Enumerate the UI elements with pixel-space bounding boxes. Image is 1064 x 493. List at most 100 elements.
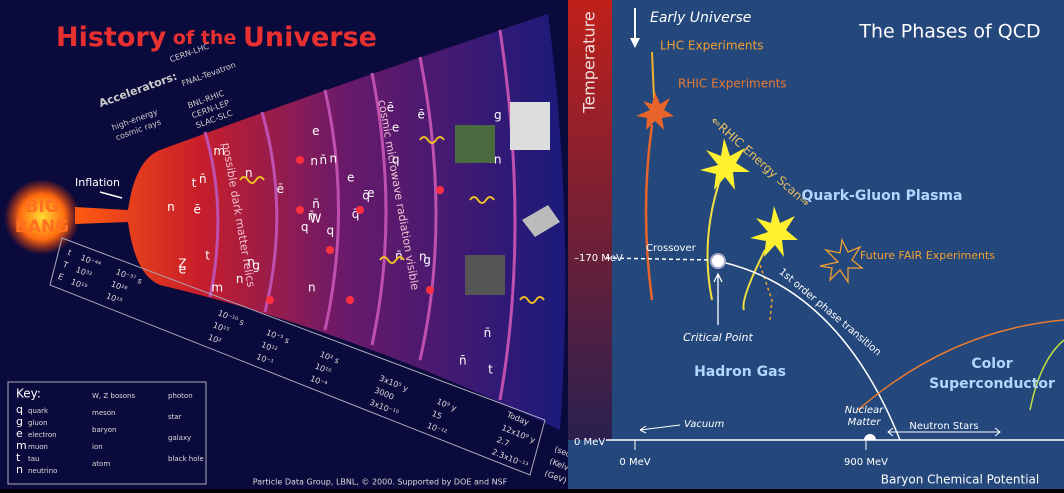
particle: q xyxy=(392,153,400,167)
critical-point-label: Critical Point xyxy=(683,331,753,344)
particle: n̄ xyxy=(312,197,320,211)
inflation-label: Inflation xyxy=(75,176,120,189)
photon xyxy=(239,176,265,184)
key-label: baryon xyxy=(92,426,116,434)
key-label: tau xyxy=(28,455,39,463)
ion xyxy=(346,296,354,304)
y-axis-label: Temperature xyxy=(580,11,599,113)
image-portrait xyxy=(510,102,550,150)
ion xyxy=(436,186,444,194)
image-black-hole xyxy=(522,205,560,237)
photon xyxy=(379,256,405,264)
particle: n̄ xyxy=(199,172,207,186)
particle: n xyxy=(310,154,318,168)
photon xyxy=(419,136,445,144)
key-label: W, Z bosons xyxy=(92,392,135,400)
vacuum-label: Vacuum xyxy=(684,419,725,430)
particle: n̄ xyxy=(459,353,467,367)
key-label: ion xyxy=(92,443,103,451)
scan-star xyxy=(700,138,750,190)
lhc-arrow xyxy=(651,51,655,99)
particle: n̄ xyxy=(484,326,492,340)
key-symbol: m xyxy=(16,439,27,452)
particle: n xyxy=(247,255,255,269)
csc-label: Superconductor xyxy=(929,376,1055,392)
photon xyxy=(519,296,545,304)
scale-row-name: T xyxy=(61,260,70,271)
mu-900: 900 MeV xyxy=(844,457,888,468)
particle: n̄ xyxy=(319,153,327,167)
right-panel: Temperature Early Universe The Phases of… xyxy=(568,0,1064,489)
key-label: neutrino xyxy=(28,467,57,475)
neutron-stars-label: Neutron Stars xyxy=(909,421,978,432)
key-symbol: t xyxy=(16,451,21,464)
nuclear-matter-label: Nuclear xyxy=(845,405,884,416)
nuclear-matter-dot xyxy=(864,434,876,440)
left-title: History of the Universe xyxy=(56,22,377,53)
particle: n xyxy=(329,151,337,165)
particle: q̄ xyxy=(362,188,370,202)
particle: t xyxy=(205,248,210,262)
particle: e xyxy=(347,170,354,184)
csc-boundary xyxy=(857,319,1064,411)
scale-band xyxy=(49,237,546,476)
arrow-head xyxy=(630,38,640,48)
cone xyxy=(75,14,566,430)
ion xyxy=(296,156,304,164)
big-bang-glow xyxy=(4,179,80,255)
key-symbol: e xyxy=(16,427,23,440)
key-label: gluon xyxy=(28,419,48,427)
photon xyxy=(469,196,495,204)
rhic-label: RHIC Experiments xyxy=(678,77,787,91)
nuclear-matter-label: Matter xyxy=(848,417,882,428)
particle: e xyxy=(392,120,399,134)
ion xyxy=(296,206,304,214)
scan-star xyxy=(750,206,798,257)
particle: W xyxy=(310,211,322,225)
particle: ē xyxy=(387,100,394,114)
key-label: galaxy xyxy=(168,434,191,442)
scale-value: 2.7 xyxy=(495,435,510,448)
key-label: muon xyxy=(28,443,48,451)
particle: t xyxy=(488,363,493,377)
key-title: Key: xyxy=(16,387,41,401)
key-symbol: n xyxy=(16,463,23,476)
image-pillars xyxy=(455,125,495,163)
particles: qtWZq̄gēneq̄mtēgqqmnetēenn̄egn̄enn̄nn̄nn… xyxy=(167,100,545,377)
fair-label: Future FAIR Experiments xyxy=(860,249,995,262)
particle: e xyxy=(367,186,374,200)
big-bang: BIG xyxy=(25,197,58,217)
particle: n xyxy=(494,152,502,166)
particle: g xyxy=(494,108,502,122)
critical-arrow xyxy=(713,272,723,325)
key-label: electron xyxy=(28,431,57,439)
csc-boundary-2 xyxy=(1029,339,1064,411)
particle: Z xyxy=(178,257,186,271)
ion xyxy=(356,206,364,214)
particle: n xyxy=(245,166,253,180)
inflation-arrow xyxy=(99,191,123,199)
particle: ē xyxy=(417,107,424,121)
key-symbol: q xyxy=(16,403,23,416)
lhc-label: LHC Experiments xyxy=(660,39,764,53)
rhic-star xyxy=(636,92,674,130)
title-part: of the xyxy=(166,27,243,49)
hadron-gas-label: Hadron Gas xyxy=(694,364,786,380)
key-label: star xyxy=(168,413,182,421)
right-title: The Phases of QCD xyxy=(858,21,1040,43)
key-label: meson xyxy=(92,409,116,417)
particle: m xyxy=(213,144,225,158)
right-background xyxy=(568,0,1064,489)
ion xyxy=(326,246,334,254)
key-box xyxy=(7,381,207,485)
mu-0: 0 MeV xyxy=(619,457,650,468)
particle: q xyxy=(327,223,335,237)
scale-row-name: E xyxy=(57,272,65,282)
scan-arrow xyxy=(706,179,721,301)
big-bang: BANG xyxy=(15,217,69,237)
ion xyxy=(266,296,274,304)
key-label: quark xyxy=(28,407,49,415)
